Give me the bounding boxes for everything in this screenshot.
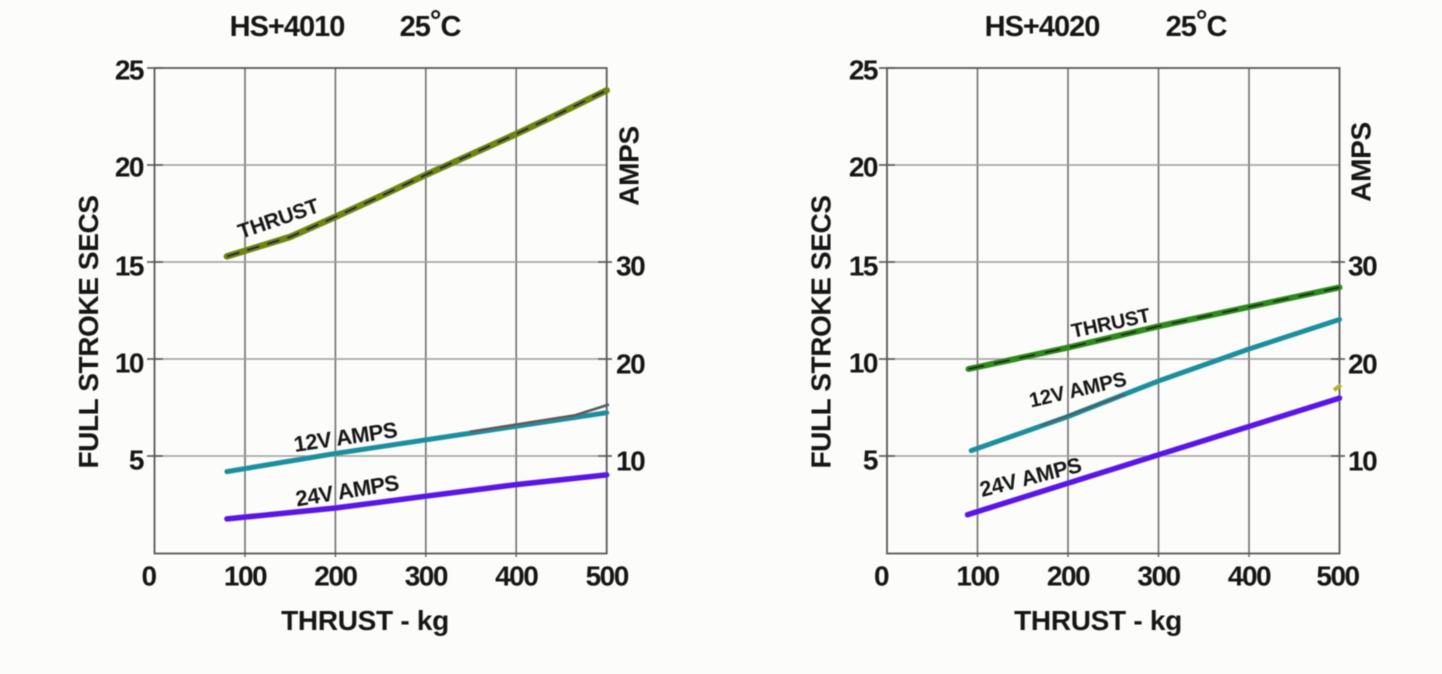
svg-text:20: 20 [616,349,645,380]
svg-text:500: 500 [1316,561,1359,592]
svg-text:10: 10 [849,348,878,379]
svg-text:0: 0 [142,561,157,592]
svg-text:HS+4010: HS+4010 [230,11,345,43]
svg-text:0: 0 [874,561,889,592]
svg-text:AMPS: AMPS [1346,122,1377,202]
svg-text:THRUST - kg: THRUST - kg [281,605,449,636]
svg-text:400: 400 [1228,561,1271,592]
svg-text:AMPS: AMPS [614,126,645,206]
svg-text:200: 200 [314,561,357,592]
svg-text:100: 100 [956,561,999,592]
svg-text:THRUST - kg: THRUST - kg [1014,605,1182,636]
svg-text:400: 400 [495,561,538,592]
svg-text:15: 15 [115,251,144,282]
svg-text:30: 30 [1348,251,1377,282]
svg-text:15: 15 [849,251,878,282]
svg-text:20: 20 [115,152,144,183]
svg-text:100: 100 [224,561,267,592]
svg-text:300: 300 [1137,561,1180,592]
svg-text:25: 25 [849,55,878,86]
svg-text:5: 5 [863,445,878,476]
svg-text:30: 30 [616,251,645,282]
svg-text:HS+4020: HS+4020 [985,11,1100,43]
svg-text:25: 25 [115,55,144,86]
svg-text:20: 20 [849,152,878,183]
svg-text:10: 10 [115,348,144,379]
svg-text:10: 10 [616,446,645,477]
svg-text:FULL STROKE SECS: FULL STROKE SECS [73,195,104,468]
svg-text:25°C: 25°C [400,5,462,43]
svg-text:25°C: 25°C [1166,5,1228,43]
svg-text:500: 500 [586,561,629,592]
svg-text:20: 20 [1348,349,1377,380]
svg-text:300: 300 [405,561,448,592]
svg-text:10: 10 [1348,446,1377,477]
svg-text:5: 5 [129,445,144,476]
svg-text:FULL STROKE SECS: FULL STROKE SECS [806,195,837,468]
svg-text:200: 200 [1047,561,1090,592]
